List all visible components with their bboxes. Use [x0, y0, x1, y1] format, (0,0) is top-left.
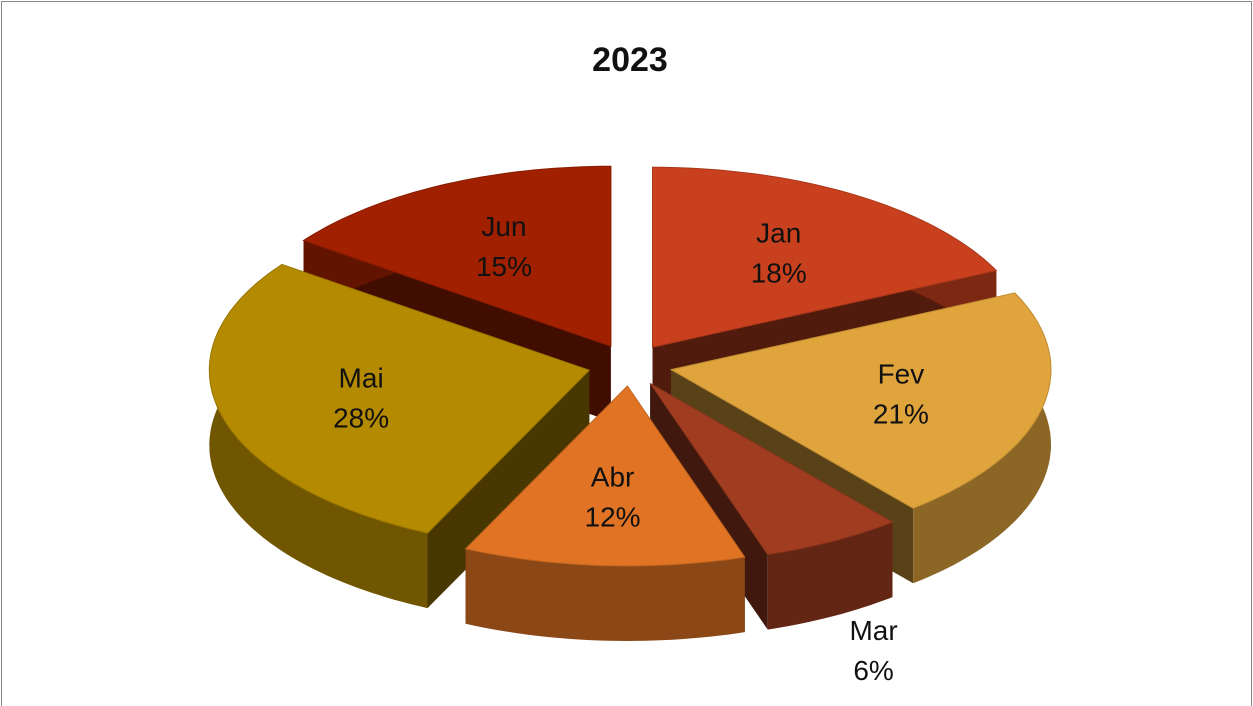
data-label: Mar — [849, 615, 897, 646]
pie-slice — [464, 385, 746, 641]
slice-top — [649, 382, 894, 556]
data-label: 28% — [333, 402, 389, 433]
data-label: Jun — [481, 211, 526, 242]
slice-top — [652, 166, 998, 348]
slice-top — [302, 165, 612, 348]
slice-top — [208, 263, 591, 534]
data-label: 18% — [751, 257, 807, 288]
slice-top — [669, 292, 1052, 509]
slice-top — [464, 385, 746, 567]
pie-slice — [208, 263, 591, 609]
data-label: Fev — [878, 358, 925, 389]
chart-title: 2023 — [592, 41, 668, 79]
data-label: Jan — [756, 217, 801, 248]
data-label: 6% — [853, 655, 893, 686]
data-label: 12% — [585, 502, 641, 533]
slice-wall — [465, 548, 745, 641]
slice-wall — [767, 522, 893, 630]
data-label: 21% — [873, 398, 929, 429]
data-label: 15% — [476, 251, 532, 282]
data-label: Abr — [591, 462, 635, 493]
data-label: Mai — [339, 362, 384, 393]
